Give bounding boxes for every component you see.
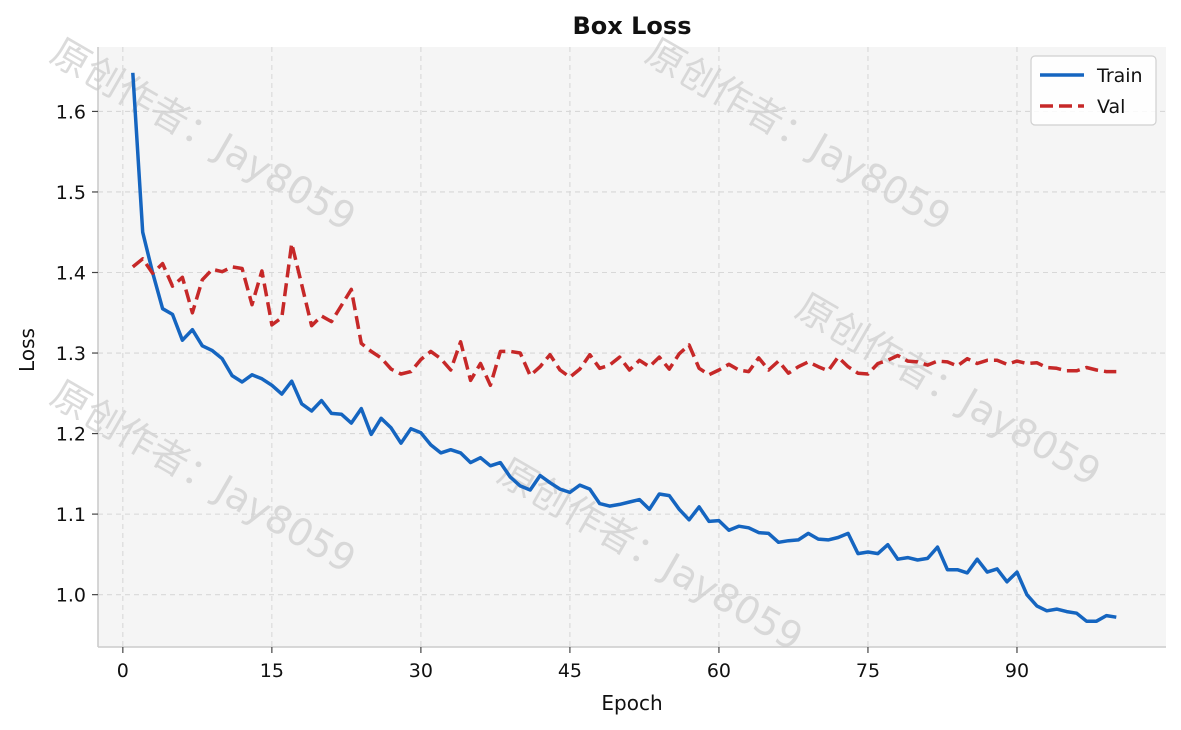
x-ticks: 0 15 30 45 60 75 90 [117,647,1029,682]
y-tick-label: 1.3 [56,343,86,365]
y-tick-label: 1.5 [56,182,86,204]
axes [97,47,1166,648]
chart-title: Box Loss [573,12,692,40]
y-ticks: 1.0 1.1 1.2 1.3 1.4 1.5 1.6 [56,101,98,607]
plot-area [98,47,1166,647]
x-tick-label: 90 [1005,660,1029,682]
y-tick-label: 1.1 [56,504,86,526]
y-tick-label: 1.0 [56,585,86,607]
legend-label-train: Train [1096,65,1143,87]
series-lines [131,72,1117,623]
legend-label-val: Val [1097,96,1125,118]
y-tick-label: 1.2 [56,424,86,446]
legend: Train Val [1030,55,1157,126]
x-tick-label: 45 [558,660,582,682]
x-tick-label: 60 [707,660,731,682]
x-tick-label: 15 [260,660,284,682]
x-tick-label: 0 [117,660,129,682]
x-tick-label: 75 [856,660,880,682]
series-line-train [131,72,1117,623]
x-tick-label: 30 [409,660,433,682]
y-axis-title: Loss [15,328,39,372]
x-axis-title: Epoch [601,691,662,715]
grid [98,47,1166,647]
y-tick-label: 1.4 [56,263,86,285]
y-tick-label: 1.6 [56,101,86,123]
series-line-val [131,241,1117,388]
